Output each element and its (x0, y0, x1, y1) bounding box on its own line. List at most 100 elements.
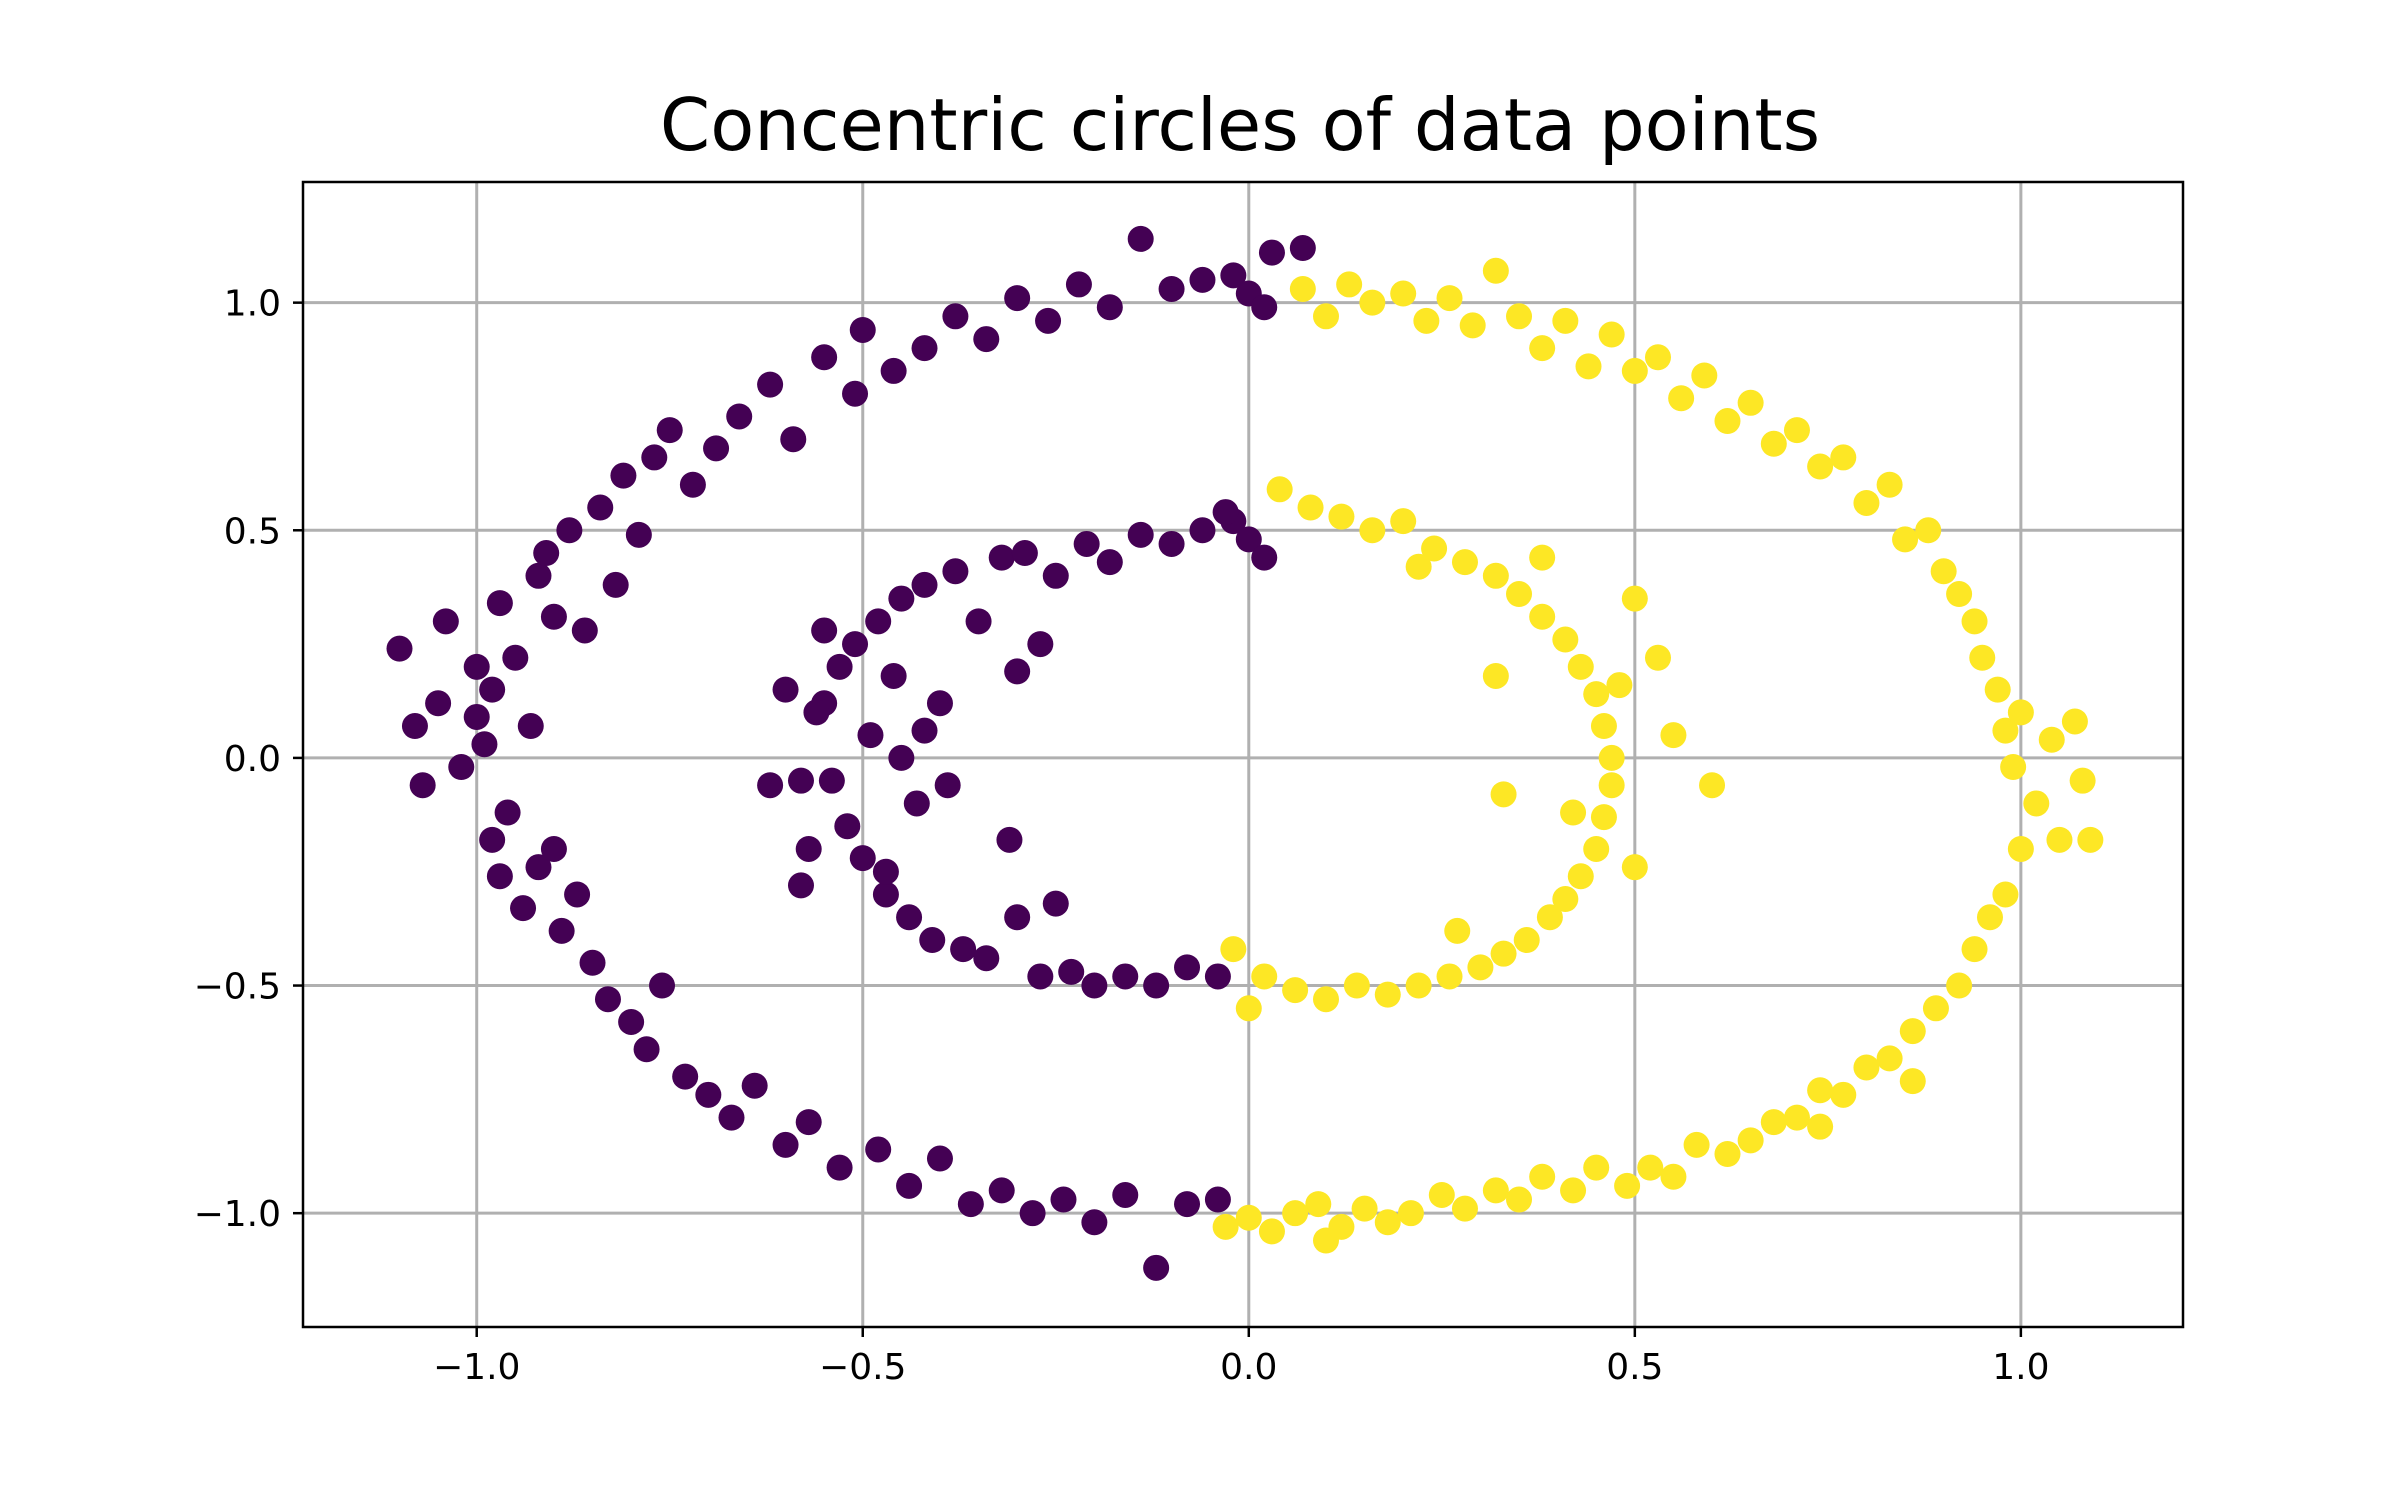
data-point-class-1 (1506, 581, 1533, 608)
data-point-class-1 (1336, 271, 1363, 298)
data-point-class-1 (1374, 981, 1401, 1008)
data-point-class-0 (857, 722, 884, 749)
data-point-class-1 (1560, 799, 1587, 826)
data-point-class-0 (633, 1036, 660, 1063)
data-point-class-1 (1220, 936, 1247, 963)
data-point-class-1 (1312, 986, 1339, 1013)
data-point-class-1 (1783, 417, 1810, 444)
data-point-class-1 (1583, 1154, 1610, 1181)
data-point-class-0 (811, 344, 838, 371)
data-point-class-0 (780, 426, 807, 453)
data-point-class-0 (1081, 1209, 1108, 1236)
data-point-class-1 (1807, 1077, 1834, 1104)
data-point-class-0 (973, 945, 1000, 972)
data-point-class-1 (1691, 362, 1718, 389)
data-point-class-0 (1112, 963, 1139, 990)
data-point-class-0 (1019, 1200, 1046, 1227)
data-point-class-1 (1552, 626, 1579, 653)
data-point-class-0 (1096, 294, 1123, 321)
data-point-class-1 (1482, 662, 1509, 689)
data-point-class-0 (795, 835, 822, 862)
data-point-class-0 (903, 790, 930, 817)
data-point-class-0 (950, 936, 977, 963)
data-point-class-1 (1374, 1209, 1401, 1236)
data-point-class-0 (641, 444, 668, 471)
data-point-class-0 (525, 562, 552, 589)
data-point-class-1 (1359, 289, 1386, 316)
data-point-class-0 (425, 690, 452, 717)
data-point-class-0 (1251, 294, 1278, 321)
data-point-class-0 (533, 540, 560, 567)
data-point-class-1 (1737, 389, 1764, 416)
data-point-class-0 (587, 494, 614, 521)
data-point-class-0 (957, 1191, 984, 1218)
data-point-class-1 (1946, 581, 1973, 608)
data-point-class-0 (842, 380, 869, 407)
data-point-class-1 (1915, 517, 1942, 544)
data-point-class-0 (1058, 958, 1085, 985)
data-point-class-1 (1552, 886, 1579, 913)
x-tick-label: −0.5 (819, 1347, 906, 1388)
data-point-class-1 (2061, 708, 2088, 735)
data-point-class-1 (1575, 353, 1602, 380)
chart-title: Concentric circles of data points (660, 83, 1820, 167)
data-point-class-1 (1590, 804, 1617, 831)
data-point-class-1 (1529, 335, 1556, 362)
data-point-class-0 (471, 731, 498, 758)
data-point-class-1 (1830, 1081, 1857, 1108)
data-point-class-1 (1421, 535, 1448, 562)
data-point-class-0 (463, 653, 490, 680)
data-point-class-1 (1413, 307, 1440, 334)
data-point-class-0 (401, 713, 428, 740)
data-point-class-0 (787, 872, 814, 899)
data-point-class-1 (1312, 1227, 1339, 1254)
data-point-class-1 (1266, 476, 1293, 503)
data-point-class-0 (1011, 540, 1038, 567)
data-point-class-1 (1946, 972, 1973, 999)
data-point-class-1 (1737, 1127, 1764, 1154)
data-point-class-0 (594, 986, 621, 1013)
data-point-class-1 (1482, 257, 1509, 284)
data-point-class-1 (1899, 1018, 1926, 1045)
data-point-class-1 (1714, 1140, 1741, 1167)
data-point-class-1 (1922, 995, 1949, 1022)
data-point-class-0 (649, 972, 676, 999)
data-point-class-0 (1050, 1186, 1077, 1213)
data-point-class-0 (556, 517, 583, 544)
data-point-class-1 (1644, 644, 1671, 671)
data-point-class-1 (2046, 826, 2073, 853)
data-point-class-0 (409, 772, 436, 799)
data-point-class-1 (1451, 549, 1478, 576)
data-point-class-1 (1783, 1104, 1810, 1131)
data-point-class-1 (1529, 1163, 1556, 1190)
data-point-class-0 (772, 676, 799, 703)
data-point-class-0 (1004, 658, 1031, 685)
data-point-class-1 (1312, 303, 1339, 330)
data-point-class-1 (1876, 471, 1903, 498)
data-point-class-0 (540, 603, 567, 630)
data-point-class-1 (1490, 781, 1517, 808)
data-point-class-0 (1081, 972, 1108, 999)
data-point-class-0 (1127, 521, 1154, 548)
data-point-class-0 (1174, 954, 1201, 981)
data-point-class-0 (1112, 1181, 1139, 1208)
data-point-class-0 (919, 927, 946, 954)
data-point-class-0 (1042, 562, 1069, 589)
data-point-class-0 (494, 799, 521, 826)
data-point-class-0 (795, 1109, 822, 1136)
data-point-class-1 (1583, 681, 1610, 708)
x-tick-label: 0.5 (1606, 1347, 1663, 1388)
data-point-class-0 (865, 1136, 892, 1163)
data-point-class-1 (1536, 904, 1563, 931)
data-point-class-1 (1359, 517, 1386, 544)
data-point-class-0 (849, 845, 876, 872)
data-point-class-1 (1513, 927, 1540, 954)
data-point-class-1 (1451, 1195, 1478, 1222)
data-point-class-1 (1258, 1218, 1285, 1245)
data-point-class-0 (888, 744, 915, 771)
data-point-class-0 (803, 699, 830, 726)
data-point-class-0 (896, 1172, 923, 1199)
data-point-class-1 (1621, 854, 1648, 881)
